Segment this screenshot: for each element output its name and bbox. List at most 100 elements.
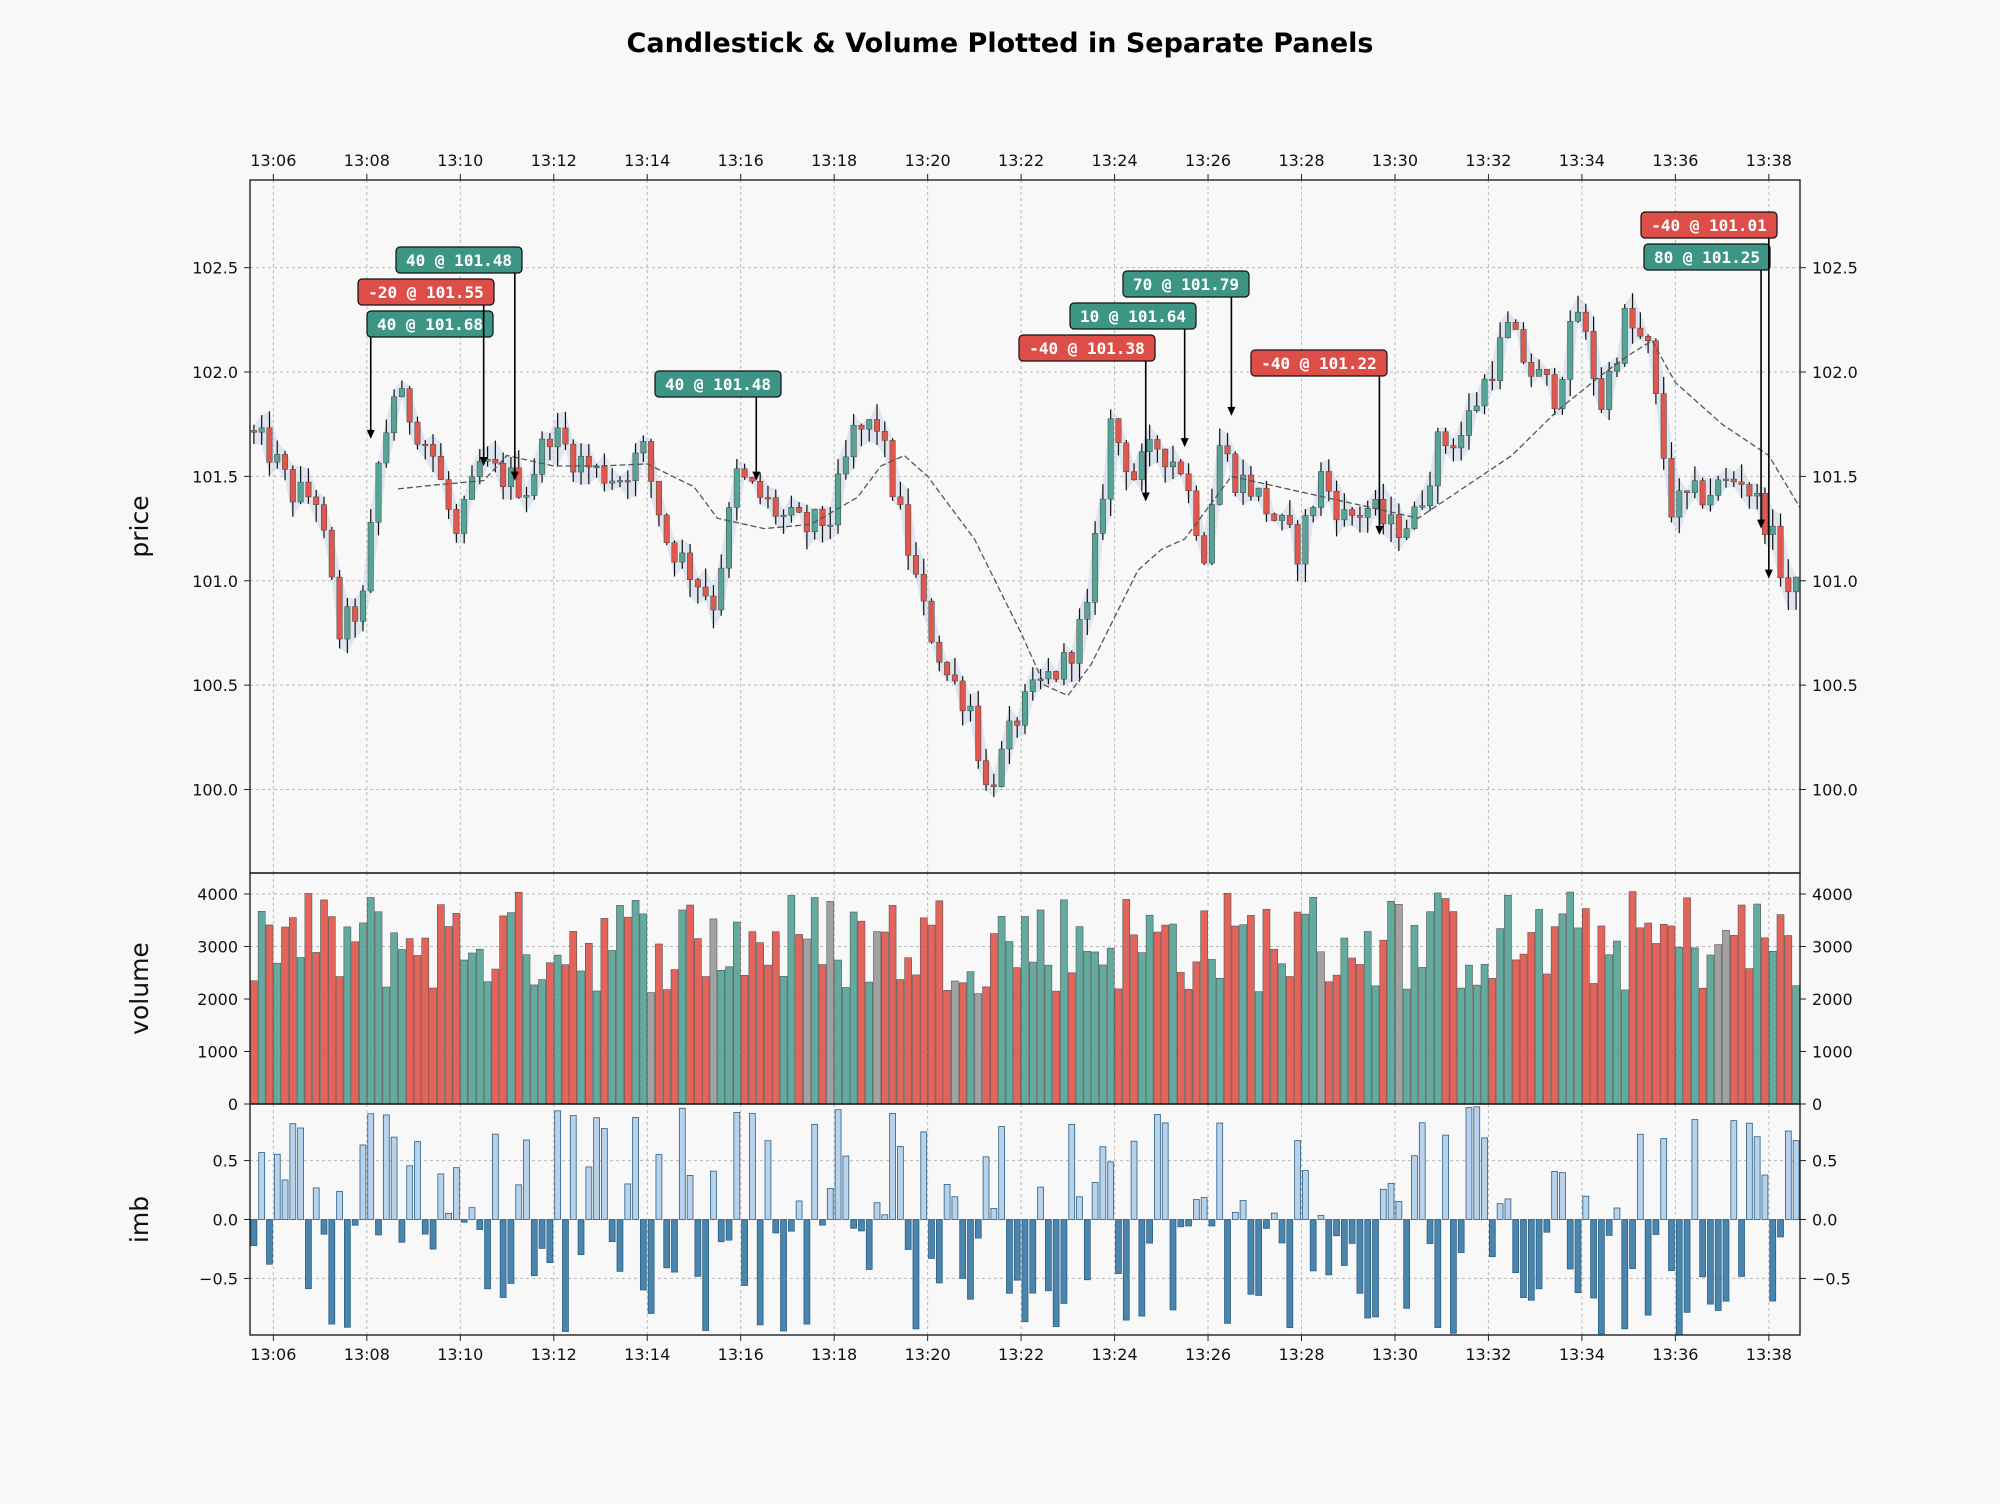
imbalance-bar-positive	[1068, 1123, 1076, 1220]
candle-up	[375, 462, 382, 523]
volume-bar	[1441, 898, 1450, 1105]
candle-down	[1333, 490, 1340, 521]
candle-down	[1442, 431, 1449, 446]
volume-bar	[1021, 916, 1029, 1105]
axis-ticks: 13:06 13:06 13:08 13:08 13:10 13:10 13:12 13:12…	[125, 151, 1858, 1364]
imbalance-bar-positive	[437, 1173, 445, 1220]
candle-down	[694, 579, 701, 588]
imbalance-bar-negative	[398, 1219, 406, 1243]
candle-down	[1232, 453, 1239, 493]
imbalance-bar-positive	[1746, 1122, 1753, 1220]
imbalance-bar-positive	[1582, 1195, 1590, 1220]
imbalance-bar-positive	[990, 1207, 998, 1220]
volume-bar	[655, 943, 663, 1105]
imbalance-bar-negative	[1527, 1219, 1535, 1301]
y-tick-label-left: 1000	[197, 1043, 238, 1062]
x-tick-label-bottom: 13:18	[811, 1345, 857, 1364]
candle-down	[881, 431, 888, 441]
volume-bar	[764, 964, 772, 1105]
imbalance-bar-positive	[445, 1212, 452, 1220]
imbalance-bar-positive	[1239, 1200, 1247, 1220]
imbalance-bar-negative	[460, 1219, 468, 1223]
candle-down	[663, 514, 670, 543]
imbalance-bar-positive	[733, 1111, 741, 1220]
volume-bar	[273, 962, 282, 1105]
volume-bar	[1449, 911, 1458, 1105]
volume-bar	[1379, 939, 1388, 1105]
volume-bar	[1581, 908, 1590, 1105]
imbalance-bar-negative	[1426, 1219, 1434, 1244]
imbalance-bar-negative	[351, 1219, 359, 1226]
volume-bar	[491, 968, 500, 1105]
volume-bar	[670, 969, 679, 1105]
imbalance-bar-negative	[865, 1219, 873, 1270]
imbalance-bar-negative	[530, 1219, 538, 1277]
trade-annotation: -20 @ 101.55	[357, 278, 495, 466]
volume-bar	[694, 938, 702, 1105]
candle-up	[1458, 435, 1465, 449]
imbalance-bar-positive	[593, 1117, 600, 1220]
imbalance-bar-positive	[468, 1207, 476, 1220]
candle-down	[874, 419, 880, 432]
y-tick-label-right: 1000	[1812, 1043, 1853, 1062]
candle-down	[1660, 393, 1667, 459]
x-tick-label-top: 13:28	[1278, 151, 1324, 170]
annotation-arrowhead	[1141, 492, 1150, 502]
candle-down	[1528, 361, 1535, 377]
volume-bar	[1550, 926, 1559, 1105]
imbalance-bar-positive	[1387, 1183, 1395, 1220]
imbalance-bar-negative	[772, 1219, 780, 1234]
candle-down	[1785, 577, 1792, 593]
candle-down	[1543, 369, 1550, 375]
x-tick-label-top: 13:22	[998, 151, 1044, 170]
imbalance-bar-positive	[655, 1154, 663, 1220]
candle-down	[1053, 671, 1060, 680]
x-tick-label-top: 13:38	[1746, 151, 1792, 170]
annotation-label-box	[654, 370, 782, 398]
x-tick-label-bottom: 13:20	[905, 1345, 951, 1364]
volume-bar	[507, 912, 515, 1105]
x-tick-label-bottom: 13:36	[1652, 1345, 1698, 1364]
y-tick-label-right: 0	[1812, 1095, 1822, 1114]
imbalance-bar-negative	[1146, 1219, 1153, 1244]
volume-bar	[250, 980, 258, 1105]
candle-down	[936, 641, 943, 663]
candle-down	[671, 542, 678, 563]
imbalance-bar-positive	[515, 1184, 523, 1220]
volume-bar	[1114, 988, 1123, 1105]
volume-bar	[460, 959, 469, 1105]
candle-down	[1014, 720, 1021, 726]
moving-average	[397, 339, 1801, 697]
candle-down	[1746, 484, 1753, 497]
annotation-label: -40 @ 101.38	[1029, 339, 1145, 358]
candle-up	[1318, 471, 1324, 508]
volume-bar	[343, 926, 352, 1105]
imbalance-bar-negative	[1605, 1219, 1613, 1236]
imbalance-bar-negative	[717, 1219, 725, 1243]
volume-bar	[468, 952, 476, 1105]
candle-up	[258, 427, 265, 433]
imbalance-bar-positive	[842, 1155, 850, 1220]
volume-bar	[1488, 978, 1497, 1105]
volume-bar	[1659, 924, 1668, 1105]
annotation-label-box	[366, 310, 494, 338]
imbalance-bar-positive	[834, 1109, 842, 1220]
imbalance-bar-negative	[1535, 1219, 1543, 1290]
x-tick-label-bottom: 13:32	[1465, 1345, 1511, 1364]
imbalance-bar-positive	[943, 1184, 951, 1220]
volume-bar	[1208, 959, 1216, 1105]
imbalance-bar-negative	[546, 1219, 554, 1263]
imbalance-bar-negative	[819, 1219, 826, 1226]
x-tick-label-top: 13:18	[811, 151, 857, 170]
candle-up	[1107, 418, 1114, 500]
candle-down	[289, 469, 296, 503]
imbalance-bar-negative	[476, 1219, 484, 1230]
volume-bar	[592, 990, 601, 1105]
volume-bar	[1472, 984, 1481, 1105]
candle-down	[500, 462, 507, 487]
imbalance-bar-positive	[1465, 1107, 1473, 1220]
imbalance-bar-negative	[429, 1219, 437, 1250]
imbalance-bar-negative	[1278, 1219, 1286, 1244]
candle-up	[539, 438, 546, 475]
imbalance-bar-positive	[1504, 1198, 1512, 1220]
